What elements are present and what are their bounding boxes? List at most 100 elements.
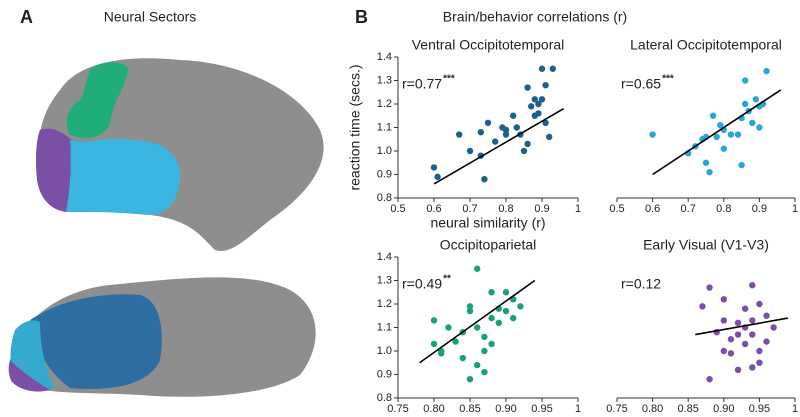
x-tick-label: 0.90 <box>713 403 734 415</box>
plot-title: Lateral Occipitotemporal <box>630 37 782 53</box>
point <box>734 319 742 326</box>
point <box>756 359 763 366</box>
point <box>538 96 546 103</box>
point <box>513 124 520 131</box>
point <box>524 140 531 148</box>
point <box>756 347 763 355</box>
fit-line <box>419 279 536 364</box>
brain-ventral <box>8 277 316 397</box>
x-tick-label: 0.6 <box>645 203 660 215</box>
point <box>542 82 549 89</box>
plot-title: Early Visual (V1-V3) <box>643 237 769 253</box>
sector-lateral-ot <box>66 138 181 215</box>
significance: *** <box>662 74 674 85</box>
point <box>741 100 749 108</box>
point <box>546 133 553 141</box>
point <box>741 305 749 312</box>
annotation: r=0.65 <box>621 76 661 92</box>
point <box>502 289 510 296</box>
x-tick-label: 0.75 <box>606 403 627 415</box>
point <box>727 131 735 138</box>
significance: *** <box>443 74 455 85</box>
point <box>484 119 492 127</box>
point <box>474 265 481 272</box>
point <box>709 112 717 119</box>
x-tick-label: 0.7 <box>681 203 696 215</box>
x-tick-label: 0.8 <box>716 203 731 215</box>
point <box>502 126 510 134</box>
point <box>477 129 484 136</box>
x-axis-label: neural similarity (r) <box>430 215 545 231</box>
point <box>720 145 727 152</box>
annotation: r=0.49 <box>402 276 442 292</box>
point <box>542 119 549 127</box>
point <box>734 366 742 373</box>
x-tick-label: 0.85 <box>677 403 698 415</box>
x-tick-label: 0.9 <box>534 203 549 215</box>
point <box>749 331 756 338</box>
fit-line <box>695 317 789 336</box>
point <box>528 103 535 110</box>
sector-early-visual <box>8 360 51 392</box>
point <box>445 324 452 331</box>
y-tick-label: 1.3 <box>377 74 392 86</box>
sector-ventral-ot <box>30 294 162 390</box>
y-tick-label: 1.2 <box>377 298 392 310</box>
y-tick-label: 0.8 <box>377 392 392 404</box>
y-tick-label: 0.8 <box>377 192 392 204</box>
point <box>466 307 474 315</box>
point <box>434 173 441 181</box>
point <box>720 317 727 324</box>
panel-title: Brain/behavior correlations (r) <box>443 9 627 25</box>
point <box>763 312 770 319</box>
point <box>430 317 438 324</box>
point <box>720 296 727 303</box>
point <box>749 317 756 324</box>
x-tick-label: 0.8 <box>498 203 513 215</box>
brain-lateral <box>36 58 324 251</box>
point <box>481 176 488 183</box>
point <box>738 161 745 169</box>
point <box>734 131 742 138</box>
point <box>763 67 770 75</box>
point <box>713 133 720 141</box>
point <box>727 350 735 357</box>
point <box>706 168 713 176</box>
point <box>535 110 542 117</box>
point <box>492 138 499 145</box>
point <box>452 338 459 345</box>
x-tick-label: 0.5 <box>390 203 405 215</box>
point <box>749 119 756 127</box>
point <box>481 347 488 355</box>
plot-title: Ventral Occipitotemporal <box>412 37 565 53</box>
y-tick-label: 1.0 <box>377 345 392 357</box>
x-tick-label: 0.80 <box>642 403 663 415</box>
sector-occipitoparietal <box>66 62 128 138</box>
x-tick-label: 1 <box>792 403 798 415</box>
point <box>720 347 727 355</box>
point <box>734 331 742 338</box>
point <box>549 65 556 72</box>
point <box>488 314 495 322</box>
panel-label: B <box>355 7 368 27</box>
y-axis-label: reaction time (secs.) <box>347 64 363 190</box>
point <box>474 324 481 331</box>
point <box>727 336 735 343</box>
x-tick-label: 0.75 <box>387 403 408 415</box>
point <box>741 77 749 84</box>
point <box>535 100 542 108</box>
point <box>520 147 528 155</box>
y-tick-label: 1.2 <box>377 98 392 110</box>
plot-title: Occipitoparietal <box>440 237 537 253</box>
point <box>459 354 466 362</box>
point <box>430 340 438 348</box>
point <box>481 333 488 341</box>
point <box>481 368 488 376</box>
fit-line <box>652 89 782 176</box>
x-tick-label: 0.5 <box>609 203 624 215</box>
x-tick-label: 0.95 <box>531 403 552 415</box>
point <box>538 65 546 72</box>
y-tick-label: 1.4 <box>377 251 392 263</box>
y-tick-label: 1.4 <box>377 51 392 63</box>
y-tick-label: 0.9 <box>377 168 392 180</box>
